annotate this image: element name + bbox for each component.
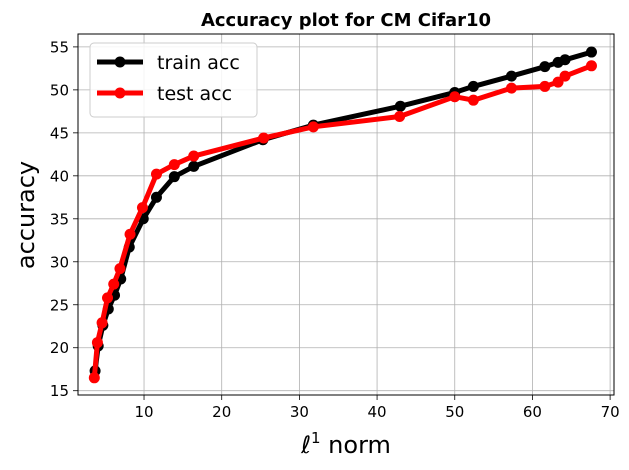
x-tick-label: 10	[134, 403, 153, 421]
y-tick-label: 25	[50, 296, 69, 314]
data-point-train-acc	[168, 171, 180, 183]
data-point-train-acc	[539, 61, 551, 73]
data-point-train-acc	[505, 70, 517, 82]
data-point-test-acc	[188, 150, 200, 162]
legend-label-train-acc: train acc	[157, 52, 240, 74]
data-point-test-acc	[136, 202, 148, 214]
y-tick-label: 35	[50, 210, 69, 228]
data-point-test-acc	[88, 372, 100, 384]
x-axis-label-prefix: ℓ	[300, 431, 311, 459]
legend-marker-train-acc	[114, 56, 126, 68]
x-tick-label: 70	[601, 403, 620, 421]
data-point-test-acc	[168, 159, 180, 171]
x-tick-label: 50	[445, 403, 464, 421]
data-point-train-acc	[188, 160, 200, 172]
data-point-train-acc	[150, 191, 162, 203]
data-point-train-acc	[467, 80, 479, 92]
data-point-train-acc	[585, 46, 597, 58]
y-tick-label: 50	[50, 81, 69, 99]
legend: train acc test acc	[89, 42, 258, 118]
series-layer	[88, 46, 597, 384]
data-point-test-acc	[108, 278, 120, 290]
data-point-train-acc	[394, 100, 406, 112]
plot-frame	[77, 33, 615, 396]
x-axis-label-suffix: norm	[321, 431, 391, 459]
y-tick-label: 30	[50, 253, 69, 271]
data-point-test-acc	[150, 168, 162, 180]
chart-title: Accuracy plot for CM Cifar10	[201, 10, 491, 31]
legend-marker-test-acc	[114, 87, 126, 99]
data-point-test-acc	[307, 121, 319, 133]
legend-label-test-acc: test acc	[157, 83, 232, 105]
data-point-train-acc	[559, 54, 571, 66]
y-tick-label: 15	[50, 382, 69, 400]
data-point-test-acc	[91, 337, 103, 349]
data-point-test-acc	[539, 80, 551, 92]
x-axis-label-superscript: 1	[311, 429, 321, 447]
data-point-test-acc	[394, 111, 406, 123]
data-point-test-acc	[114, 263, 126, 275]
grid	[78, 34, 614, 395]
x-tick-label: 40	[368, 403, 387, 421]
data-point-test-acc	[124, 228, 136, 240]
y-tick-label: 45	[50, 124, 69, 142]
y-tick-label: 20	[50, 339, 69, 357]
data-point-test-acc	[102, 292, 114, 304]
ticks: 10 20 30 40 50 60 70 15 20 25 30 35 40 45 50 55	[50, 38, 620, 421]
data-point-test-acc	[505, 82, 517, 94]
data-point-test-acc	[585, 60, 597, 72]
data-point-test-acc	[96, 317, 108, 329]
y-axis-label: accuracy	[12, 161, 40, 269]
x-axis-label: ℓ1 norm	[300, 429, 391, 459]
x-tick-label: 20	[212, 403, 231, 421]
y-tick-label: 55	[50, 38, 69, 56]
data-point-test-acc	[449, 91, 461, 103]
data-point-test-acc	[258, 132, 270, 144]
x-tick-label: 60	[523, 403, 542, 421]
data-point-test-acc	[467, 94, 479, 106]
y-tick-label: 40	[50, 167, 69, 185]
x-tick-label: 30	[290, 403, 309, 421]
data-point-test-acc	[559, 70, 571, 82]
